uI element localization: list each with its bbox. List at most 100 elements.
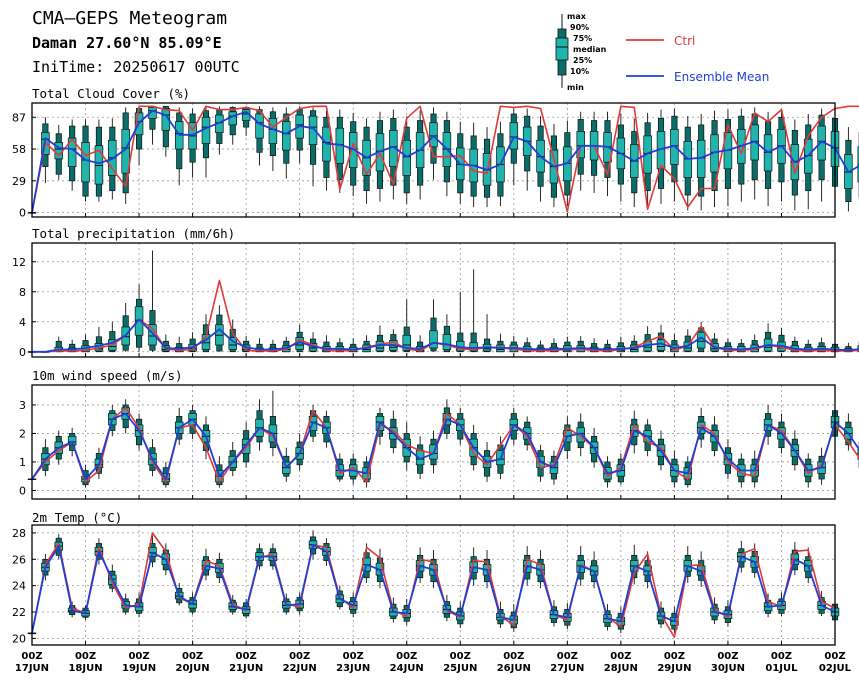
legend-box-label: 90% <box>570 23 589 32</box>
x-tick-label-hour: 00Z <box>236 651 257 662</box>
box-p25-p75 <box>308 115 318 146</box>
x-tick-label-hour: 00Z <box>824 651 845 662</box>
box-plot <box>108 321 117 353</box>
x-tick-label-hour: 00Z <box>343 651 364 662</box>
x-tick-label-date: 28JUN <box>604 663 638 674</box>
panel-frame <box>31 102 836 218</box>
box-plot <box>670 108 679 202</box>
legend-box-label: median <box>573 45 607 54</box>
x-tick-label-date: 21JUN <box>229 663 263 674</box>
y-tick-label: 4 <box>19 316 26 329</box>
x-tick-label-hour: 00Z <box>21 651 42 662</box>
x-axis: 00Z17JUN00Z18JUN00Z19JUN00Z20JUN00Z21JUN… <box>15 651 852 674</box>
y-tick-label: 0 <box>19 207 26 220</box>
panel-frame <box>31 242 836 358</box>
y-tick-label: 0 <box>19 346 26 359</box>
box-plot <box>134 106 144 166</box>
y-tick-label: 29 <box>12 175 26 188</box>
box-plot <box>375 325 385 353</box>
box-plot <box>696 113 706 211</box>
box-plot <box>402 116 411 204</box>
box-plot <box>737 108 746 202</box>
x-tick-label-date: 22JUN <box>283 663 317 674</box>
y-tick-label: 2 <box>19 427 26 440</box>
x-tick-label-date: 02JUL <box>819 663 852 674</box>
box-plot <box>308 107 318 187</box>
y-tick-label: 12 <box>12 256 26 269</box>
ensemble-mean-series-line <box>32 318 859 353</box>
box-p25-p75 <box>402 139 411 176</box>
ensemble-mean-series-line <box>31 412 859 481</box>
x-tick-label-hour: 00Z <box>664 651 685 662</box>
y-tick-label: 3 <box>19 399 26 412</box>
panel-frame <box>31 384 836 500</box>
x-tick-label-date: 29JUN <box>657 663 691 674</box>
y-tick-label: 8 <box>19 286 26 299</box>
y-tick-label: 22 <box>12 606 26 619</box>
header: CMA—GEPS Meteogram Daman 27.60°N 85.09°E… <box>32 8 240 76</box>
box-p25-p75 <box>67 435 77 446</box>
panel-4: 2m Temp (°C) 20 22 24 26 28 <box>12 510 840 646</box>
x-tick-label-date: 20JUN <box>176 663 210 674</box>
box-p10-p90 <box>470 332 477 353</box>
legend-box-label: 10% <box>570 67 589 76</box>
ensemble-mean-series-line <box>31 109 859 213</box>
box-plot <box>215 106 224 155</box>
y-tick-label: 58 <box>12 143 26 156</box>
legend-box-label: max <box>567 12 587 21</box>
x-tick-label-date: 23JUN <box>336 663 370 674</box>
box-plot <box>402 299 411 353</box>
box-p25-p75 <box>442 334 452 350</box>
box-plot <box>656 109 666 204</box>
box-plot <box>522 108 532 191</box>
box-plot <box>723 109 733 207</box>
box-plot <box>121 107 130 204</box>
x-tick-label-date: 17JUN <box>15 663 49 674</box>
box-plot <box>255 399 264 451</box>
x-tick-label-date: 25JUN <box>443 663 477 674</box>
box-plot <box>429 299 438 352</box>
box-plot <box>643 326 652 353</box>
box-plot <box>763 111 773 207</box>
box-plot <box>817 108 826 202</box>
x-tick-label-hour: 00Z <box>610 651 631 662</box>
panel-frame <box>31 524 836 646</box>
ctrl-series-line <box>31 532 836 638</box>
box-plot <box>763 323 773 353</box>
box-plot <box>201 314 211 353</box>
box-plot <box>295 106 304 164</box>
x-tick-label-hour: 00Z <box>450 651 471 662</box>
box-plot <box>268 390 278 457</box>
ctrl-series-line <box>31 406 859 483</box>
init-time-label: IniTime: 20250617 00UTC <box>32 58 240 76</box>
box-p25-p75 <box>348 132 358 169</box>
x-tick-label-hour: 00Z <box>557 651 578 662</box>
box-plot <box>629 335 639 353</box>
x-tick-label-date: 19JUN <box>122 663 156 674</box>
box-plot <box>469 269 478 353</box>
legend-ctrl-label: Ctrl <box>674 34 695 48</box>
box-plot <box>268 107 278 171</box>
y-tick-label: 20 <box>12 632 26 645</box>
box-plot <box>121 303 130 352</box>
box-plot <box>857 441 859 468</box>
box-plot <box>362 335 371 353</box>
x-tick-label-hour: 00Z <box>396 651 417 662</box>
box-plot <box>215 456 224 488</box>
box-plot <box>482 127 492 208</box>
x-tick-label-hour: 00Z <box>503 651 524 662</box>
y-tick-label: 28 <box>12 527 26 540</box>
x-tick-label-date: 24JUN <box>390 663 424 674</box>
x-tick-label-hour: 00Z <box>717 651 738 662</box>
x-tick-label-date: 27JUN <box>550 663 584 674</box>
ensemble-mean-series-line <box>31 543 836 634</box>
box-plot <box>308 332 318 353</box>
box-plot <box>134 284 144 352</box>
box-p25-p75 <box>429 330 438 349</box>
box-plot <box>282 107 291 179</box>
box-plot <box>643 112 652 207</box>
y-tick-label: 24 <box>12 580 26 593</box>
box-plot <box>362 118 371 204</box>
x-tick-label-hour: 00Z <box>182 651 203 662</box>
